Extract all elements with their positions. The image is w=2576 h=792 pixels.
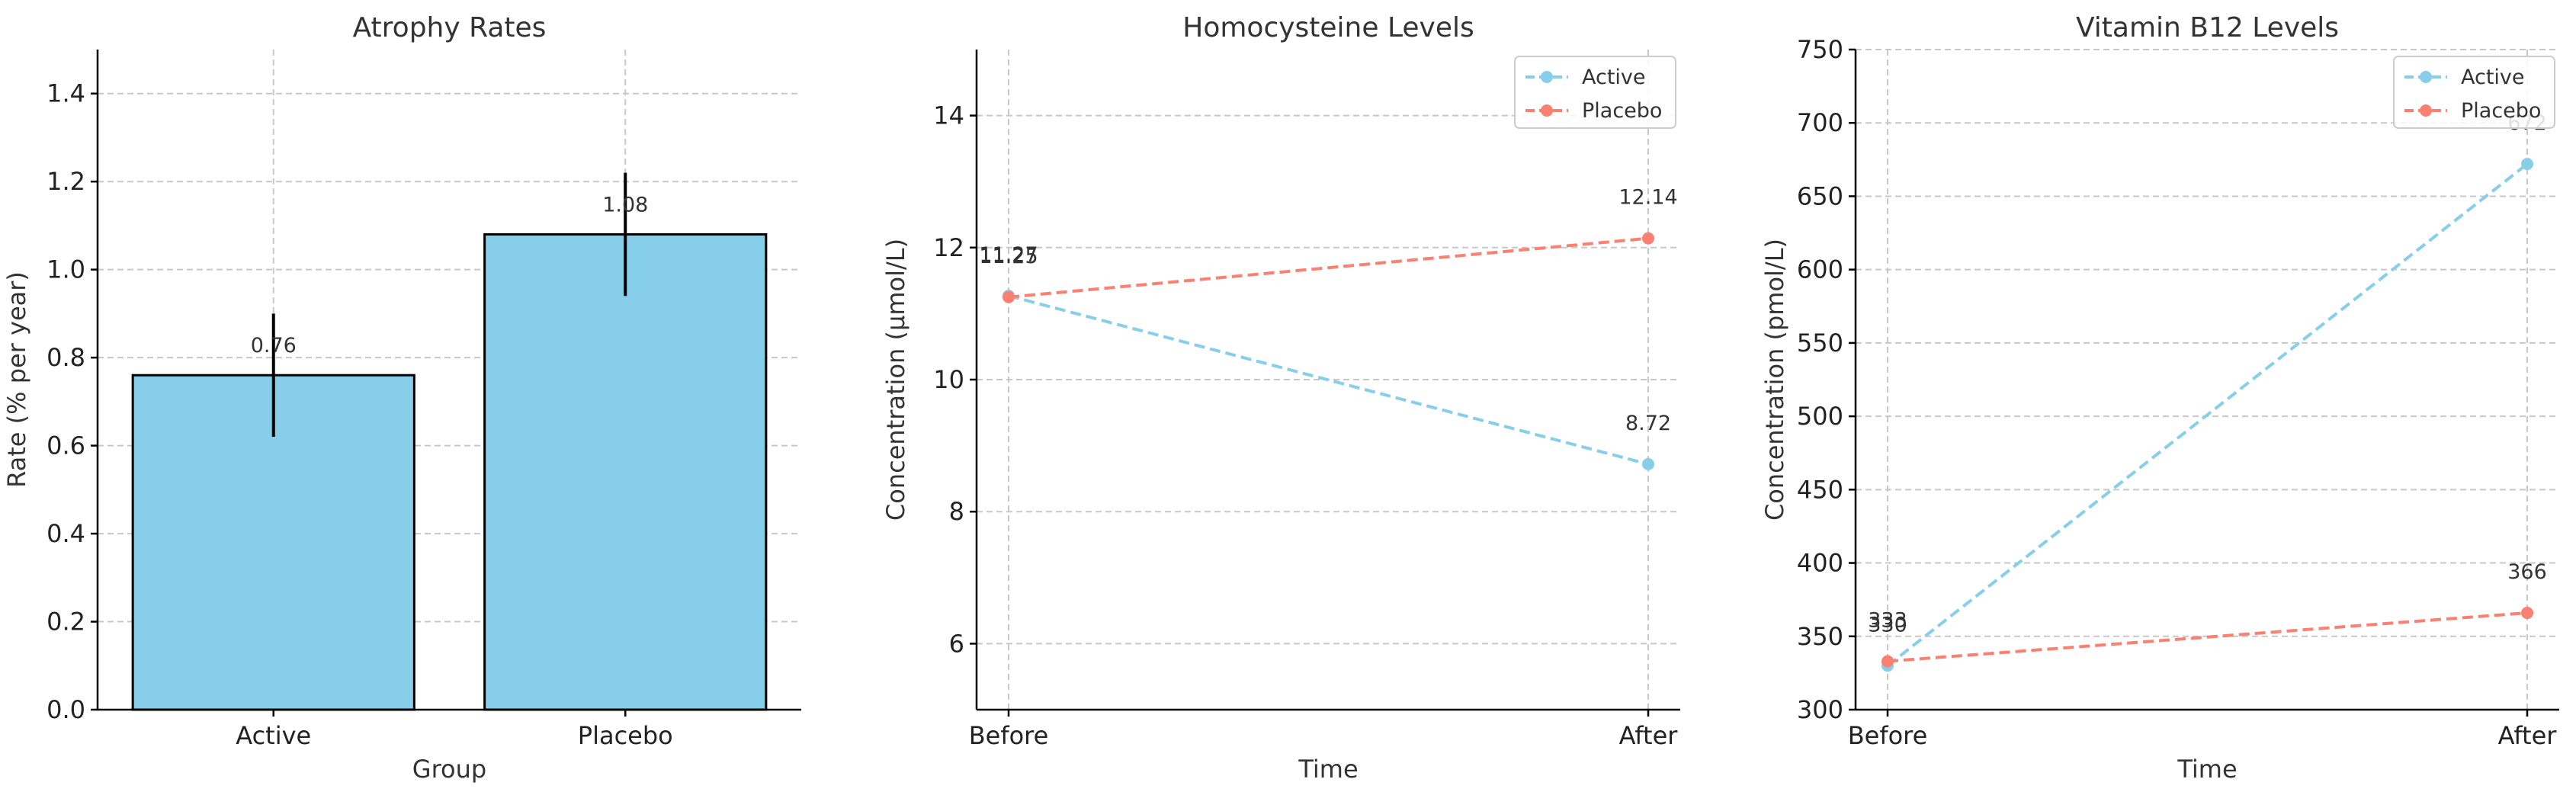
y-tick-label: 350	[1797, 622, 1843, 651]
y-tick-label: 6	[949, 629, 964, 658]
data-label: 11.27	[979, 243, 1038, 267]
y-tick-label: 600	[1797, 255, 1843, 284]
data-point	[2521, 606, 2533, 619]
x-tick-label: After	[1619, 721, 1679, 750]
data-point	[2521, 158, 2533, 171]
legend-swatch-marker	[2420, 71, 2432, 83]
y-tick-label: 300	[1797, 695, 1843, 724]
y-tick-label: 14	[933, 101, 964, 130]
y-axis-label: Rate (% per year)	[2, 271, 31, 488]
data-label: 8.72	[1625, 412, 1671, 435]
chart-title: Homocysteine Levels	[1182, 12, 1474, 43]
y-tick-label: 650	[1797, 181, 1843, 210]
data-label: 12.14	[1618, 186, 1677, 210]
x-tick-label: Before	[969, 721, 1049, 750]
series-line	[1008, 294, 1649, 466]
chart-title: Vitamin B12 Levels	[2076, 12, 2339, 43]
series-line	[1886, 162, 2529, 667]
legend-label: Active	[2461, 66, 2525, 89]
data-label: 1.08	[602, 193, 648, 216]
data-label: 0.76	[251, 334, 297, 358]
y-tick-label: 700	[1797, 108, 1843, 137]
y-tick-label: 12	[933, 233, 964, 262]
atrophy-chart: 0.76 1.08 0.0 0.2 0.4 0.6 0.8 1.0 1.2 1.4 Active P…	[2, 12, 801, 784]
series-line	[1008, 236, 1649, 299]
legend-label: Placebo	[1582, 99, 1662, 123]
chart-title: Atrophy Rates	[353, 12, 547, 43]
y-tick-label: 10	[933, 365, 964, 394]
y-tick-label: 0.6	[47, 431, 85, 460]
x-axis-label: Time	[1298, 755, 1358, 784]
x-tick-label: Placebo	[578, 721, 673, 750]
x-tick-label: After	[2498, 721, 2558, 750]
y-tick-label: 750	[1797, 35, 1843, 64]
y-tick-label: 0.4	[47, 519, 85, 548]
legend-swatch-marker	[1541, 104, 1553, 117]
legend-label: Placebo	[2461, 99, 2541, 123]
y-axis-label: Concentration (pmol/L)	[1760, 239, 1789, 521]
y-tick-label: 0.8	[47, 343, 85, 372]
y-tick-label: 400	[1797, 549, 1843, 578]
data-point	[1642, 232, 1654, 245]
y-tick-label: 500	[1797, 402, 1843, 431]
y-tick-label: 550	[1797, 329, 1843, 358]
x-axis-label: Time	[2177, 755, 2237, 784]
y-tick-label: 1.0	[47, 255, 85, 284]
bar	[483, 232, 768, 711]
legend-swatch-marker	[1541, 71, 1553, 83]
y-tick-label: 0.2	[47, 608, 85, 636]
data-label: 11.25	[979, 245, 1038, 268]
y-tick-label: 8	[949, 497, 964, 526]
y-tick-label: 1.2	[47, 167, 85, 196]
x-tick-label: Before	[1848, 721, 1928, 750]
data-point	[1881, 655, 1894, 668]
series-line	[1887, 611, 2528, 663]
vitamin-b12-chart: 330672333366 300350400450500550600650700…	[1760, 12, 2559, 784]
y-tick-label: 1.4	[47, 79, 85, 108]
data-label: 366	[2507, 560, 2547, 584]
x-tick-label: Active	[236, 721, 311, 750]
data-label: 330	[1868, 613, 1907, 636]
data-point	[1002, 290, 1015, 303]
y-tick-label: 450	[1797, 475, 1843, 504]
data-point	[1642, 457, 1654, 470]
y-tick-label: 0.0	[47, 695, 85, 724]
legend-label: Active	[1582, 66, 1646, 89]
x-axis-label: Group	[412, 755, 486, 784]
data-label: 333	[1868, 608, 1907, 632]
legend-swatch-marker	[2420, 104, 2432, 117]
y-axis-label: Concentration (µmol/L)	[881, 239, 910, 521]
